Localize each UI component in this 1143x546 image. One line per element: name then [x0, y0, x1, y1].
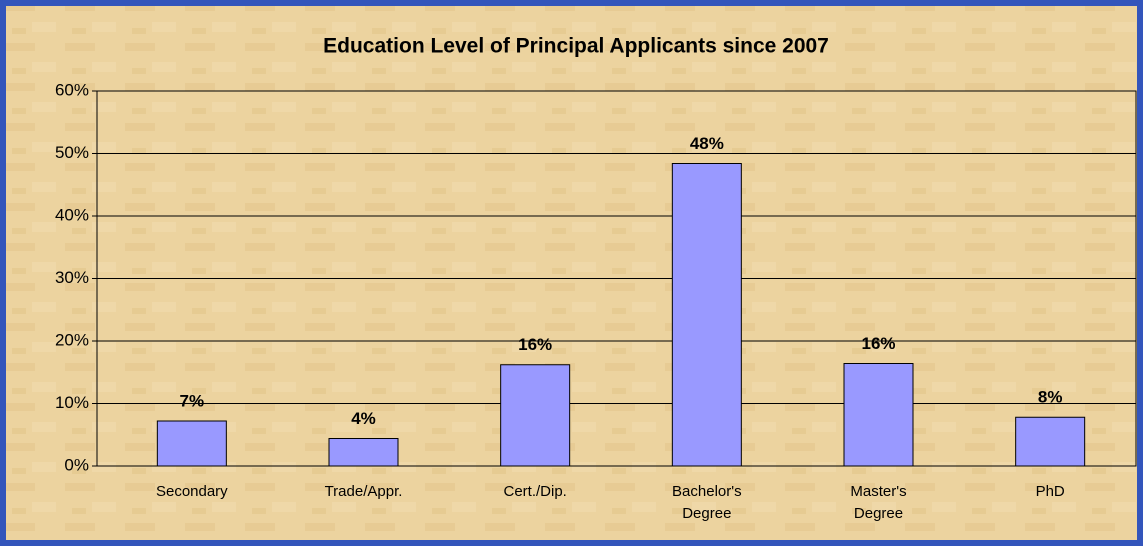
y-tick-label: 20% [55, 330, 89, 349]
y-tick-label: 60% [55, 80, 89, 99]
value-label: 16% [518, 335, 552, 354]
value-label: 16% [861, 334, 895, 353]
bar [156, 420, 227, 467]
chart-title: Education Level of Principal Applicants … [323, 35, 829, 58]
bar [843, 363, 914, 467]
x-tick-label: PhD [1036, 483, 1065, 500]
y-tick-label: 50% [55, 143, 89, 162]
bar [671, 163, 742, 467]
x-tick-label: Secondary [156, 483, 228, 500]
plot-frame [96, 90, 1137, 467]
bar [1015, 416, 1086, 467]
value-label: 4% [351, 409, 376, 428]
x-tick-label: Master's Degree [850, 483, 906, 522]
x-tick-label: Trade/Appr. [325, 483, 403, 500]
y-tick-label: 40% [55, 205, 89, 224]
x-tick-label: Bachelor's Degree [672, 483, 742, 522]
x-tick-label: Cert./Dip. [503, 483, 566, 500]
value-label: 48% [690, 134, 724, 153]
bar [500, 364, 571, 467]
value-label: 8% [1038, 388, 1063, 407]
y-tick-label: 10% [55, 393, 89, 412]
y-tick-label: 0% [64, 455, 89, 474]
value-label: 7% [180, 391, 205, 410]
bar [328, 438, 399, 467]
y-tick-label: 30% [55, 268, 89, 287]
